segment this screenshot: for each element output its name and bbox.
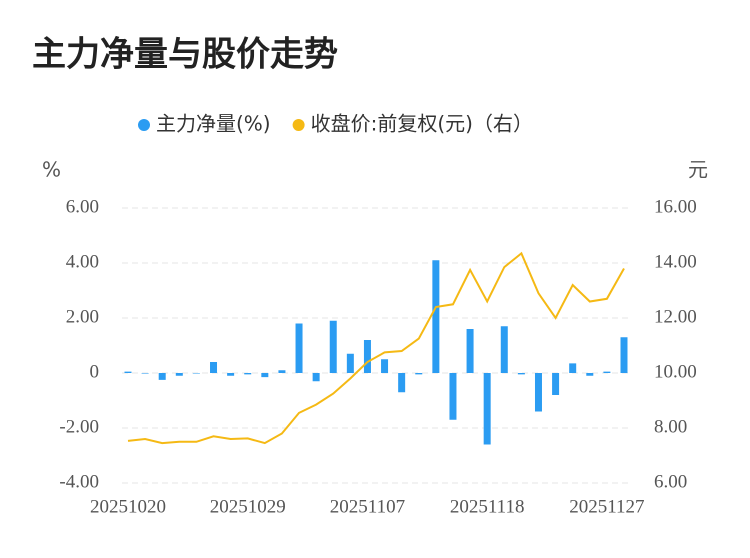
price-line xyxy=(127,251,625,445)
y2-tick-label: 8.00 xyxy=(654,416,687,437)
x-tick-label: 20251029 xyxy=(210,496,286,517)
bar xyxy=(398,373,406,393)
y2-tick-label: 6.00 xyxy=(654,471,687,492)
y-tick-label: 0 xyxy=(90,361,100,382)
x-tick-label: 20251107 xyxy=(330,496,405,517)
y-tick-label: -2.00 xyxy=(59,416,99,437)
y-tick-label: 4.00 xyxy=(66,251,99,272)
bar xyxy=(603,371,611,373)
y2-tick-label: 12.00 xyxy=(654,306,697,327)
bar xyxy=(586,373,594,376)
bar xyxy=(175,373,183,376)
bar xyxy=(295,323,303,373)
y2-unit: 元 xyxy=(688,158,708,182)
y-unit: % xyxy=(42,158,61,182)
bar xyxy=(620,337,628,373)
y2-tick-label: 14.00 xyxy=(654,251,697,272)
y-tick-label: -4.00 xyxy=(59,471,99,492)
bar xyxy=(244,373,252,375)
bar xyxy=(346,353,354,373)
bar xyxy=(210,362,218,373)
legend-marker xyxy=(138,119,150,131)
legend-label: 收盘价:前复权(元)（右） xyxy=(311,112,533,136)
bar xyxy=(141,373,149,374)
bar xyxy=(329,320,337,373)
x-tick-label: 20251118 xyxy=(450,496,525,517)
bar xyxy=(227,373,235,376)
x-tick-label: 20251127 xyxy=(569,496,644,517)
bar xyxy=(124,371,132,373)
y2-tick-label: 16.00 xyxy=(654,196,697,217)
bar xyxy=(278,370,286,373)
y2-tick-label: 10.00 xyxy=(654,361,697,382)
bar xyxy=(517,373,525,375)
bar xyxy=(158,373,166,380)
bar xyxy=(363,340,371,373)
bar xyxy=(261,373,269,378)
bar xyxy=(381,359,389,373)
bar xyxy=(552,373,560,395)
bar xyxy=(534,373,542,412)
bar xyxy=(432,260,440,373)
bar xyxy=(483,373,491,445)
x-tick-label: 20251020 xyxy=(90,496,166,517)
bar xyxy=(500,326,508,373)
legend-label: 主力净量(%) xyxy=(156,112,271,136)
y-tick-label: 2.00 xyxy=(66,306,99,327)
bar xyxy=(466,329,474,373)
bar xyxy=(569,363,577,373)
bar xyxy=(192,373,200,374)
legend-marker xyxy=(292,119,305,131)
bar xyxy=(312,373,320,382)
chart-title: 主力净量与股价走势 xyxy=(32,35,338,75)
y-tick-label: 6.00 xyxy=(66,196,99,217)
bar xyxy=(415,373,423,375)
bar xyxy=(449,373,457,420)
